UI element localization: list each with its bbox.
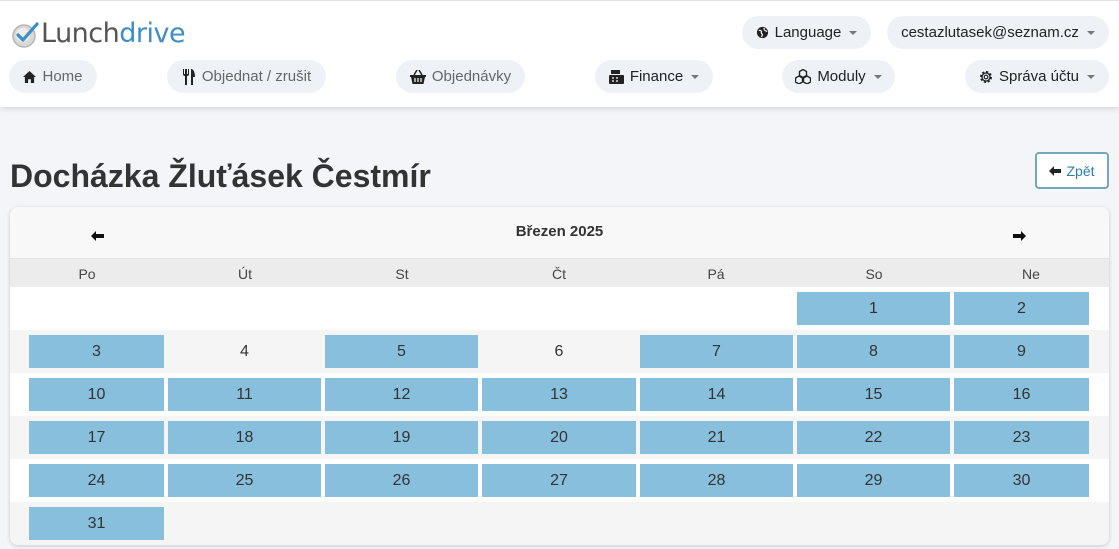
calendar-day[interactable]: 12: [325, 378, 478, 411]
cubes-icon: [795, 69, 812, 84]
calendar-day[interactable]: 14: [640, 378, 793, 411]
calendar-day[interactable]: 31: [29, 507, 164, 540]
calendar-day[interactable]: 29: [797, 464, 950, 497]
calendar-day[interactable]: 9: [954, 335, 1089, 368]
calendar-day[interactable]: 28: [640, 464, 793, 497]
calendar-week-row: 31: [10, 502, 1109, 545]
nav-orders-label: Objednávky: [431, 68, 512, 85]
nav-order[interactable]: Objednat / zrušit: [167, 60, 326, 93]
calendar-week-row: 10 11 12 13 14 15 16: [10, 373, 1109, 416]
cash-register-icon: [608, 69, 624, 84]
calendar-day[interactable]: 24: [29, 464, 164, 497]
logo-text-lunch: Lunch: [41, 18, 120, 49]
nav-account-settings[interactable]: Správa účtu: [965, 60, 1109, 93]
account-email: cestazlutasek@seznam.cz: [901, 24, 1079, 41]
weekday-header-row: Po Út St Čt Pá So Ne: [10, 258, 1109, 287]
calendar-day[interactable]: 16: [954, 378, 1089, 411]
calendar-day[interactable]: 25: [168, 464, 321, 497]
calendar-day[interactable]: 2: [954, 292, 1089, 325]
chevron-down-icon: [849, 30, 858, 35]
calendar-day[interactable]: 20: [482, 421, 636, 454]
basket-icon: [409, 69, 426, 84]
language-dropdown[interactable]: Language: [742, 16, 871, 49]
chevron-down-icon: [1086, 30, 1095, 35]
next-month-button[interactable]: [1010, 227, 1028, 245]
globe-icon: [756, 26, 769, 39]
calendar-day[interactable]: 22: [797, 421, 950, 454]
nav-order-label: Objednat / zrušit: [201, 68, 312, 85]
weekday-label: Čt: [552, 266, 566, 282]
logo-check-icon: [10, 19, 40, 49]
calendar-week-row: 24 25 26 27 28 29 30: [10, 459, 1109, 502]
calendar-day[interactable]: 11: [168, 378, 321, 411]
language-label: Language: [774, 24, 842, 41]
back-button[interactable]: Zpět: [1035, 152, 1109, 189]
calendar-day[interactable]: 6: [554, 342, 564, 360]
logo-text-drive: drive: [119, 18, 186, 49]
calendar-day[interactable]: 4: [240, 342, 249, 360]
nav-account-label: Správa účtu: [998, 68, 1080, 85]
chevron-down-icon: [691, 74, 700, 79]
calendar-day[interactable]: 30: [954, 464, 1089, 497]
weekday-label: Po: [78, 266, 96, 282]
gear-icon: [979, 70, 993, 84]
weekday-label: Út: [238, 266, 252, 282]
nav-modules-label: Moduly: [817, 68, 866, 85]
calendar-day[interactable]: 15: [797, 378, 950, 411]
page-title: Docházka Žluťásek Čestmír: [10, 158, 431, 194]
month-title: Březen 2025: [515, 223, 604, 240]
prev-month-button[interactable]: [88, 227, 106, 245]
arrow-right-icon: [1012, 231, 1026, 241]
calendar-day[interactable]: 1: [797, 292, 950, 325]
nav-modules[interactable]: Moduly: [782, 60, 895, 93]
arrow-left-icon: [90, 231, 104, 241]
chevron-down-icon: [1087, 74, 1096, 79]
calendar-day[interactable]: 10: [29, 378, 164, 411]
calendar-header: Březen 2025: [10, 207, 1109, 258]
weekday-label: St: [395, 266, 409, 282]
arrow-left-icon: [1049, 165, 1062, 176]
calendar-day[interactable]: 18: [168, 421, 321, 454]
back-button-label: Zpět: [1066, 162, 1095, 179]
nav-finance-label: Finance: [629, 68, 684, 85]
nav-finance[interactable]: Finance: [595, 60, 713, 93]
attendance-calendar: Březen 2025 Po Út St Čt Pá So Ne 1 2 3 4 5 6 7 8 9 10 11…: [10, 207, 1109, 545]
nav-home[interactable]: Home: [9, 60, 97, 93]
calendar-day[interactable]: 26: [325, 464, 478, 497]
calendar-day[interactable]: 13: [482, 378, 636, 411]
calendar-day[interactable]: 19: [325, 421, 478, 454]
calendar-day[interactable]: 3: [29, 335, 164, 368]
calendar-day[interactable]: 8: [797, 335, 950, 368]
weekday-label: Pá: [707, 266, 725, 282]
nav-home-label: Home: [42, 68, 83, 85]
home-icon: [23, 70, 37, 83]
calendar-day[interactable]: 27: [482, 464, 636, 497]
calendar-day[interactable]: 21: [640, 421, 793, 454]
calendar-day[interactable]: 17: [29, 421, 164, 454]
nav-orders[interactable]: Objednávky: [396, 60, 525, 93]
calendar-day[interactable]: 7: [640, 335, 793, 368]
calendar-day[interactable]: 23: [954, 421, 1089, 454]
chevron-down-icon: [873, 74, 882, 79]
calendar-day[interactable]: 5: [325, 335, 478, 368]
fork-knife-icon: [182, 68, 196, 85]
account-dropdown[interactable]: cestazlutasek@seznam.cz: [887, 16, 1109, 49]
calendar-week-row: 17 18 19 20 21 22 23: [10, 416, 1109, 459]
top-header: Lunchdrive Language cestazlutasek@seznam…: [0, 0, 1119, 107]
weekday-label: So: [865, 266, 883, 282]
weekday-label: Ne: [1022, 266, 1040, 282]
brand-logo[interactable]: Lunchdrive: [10, 17, 186, 51]
